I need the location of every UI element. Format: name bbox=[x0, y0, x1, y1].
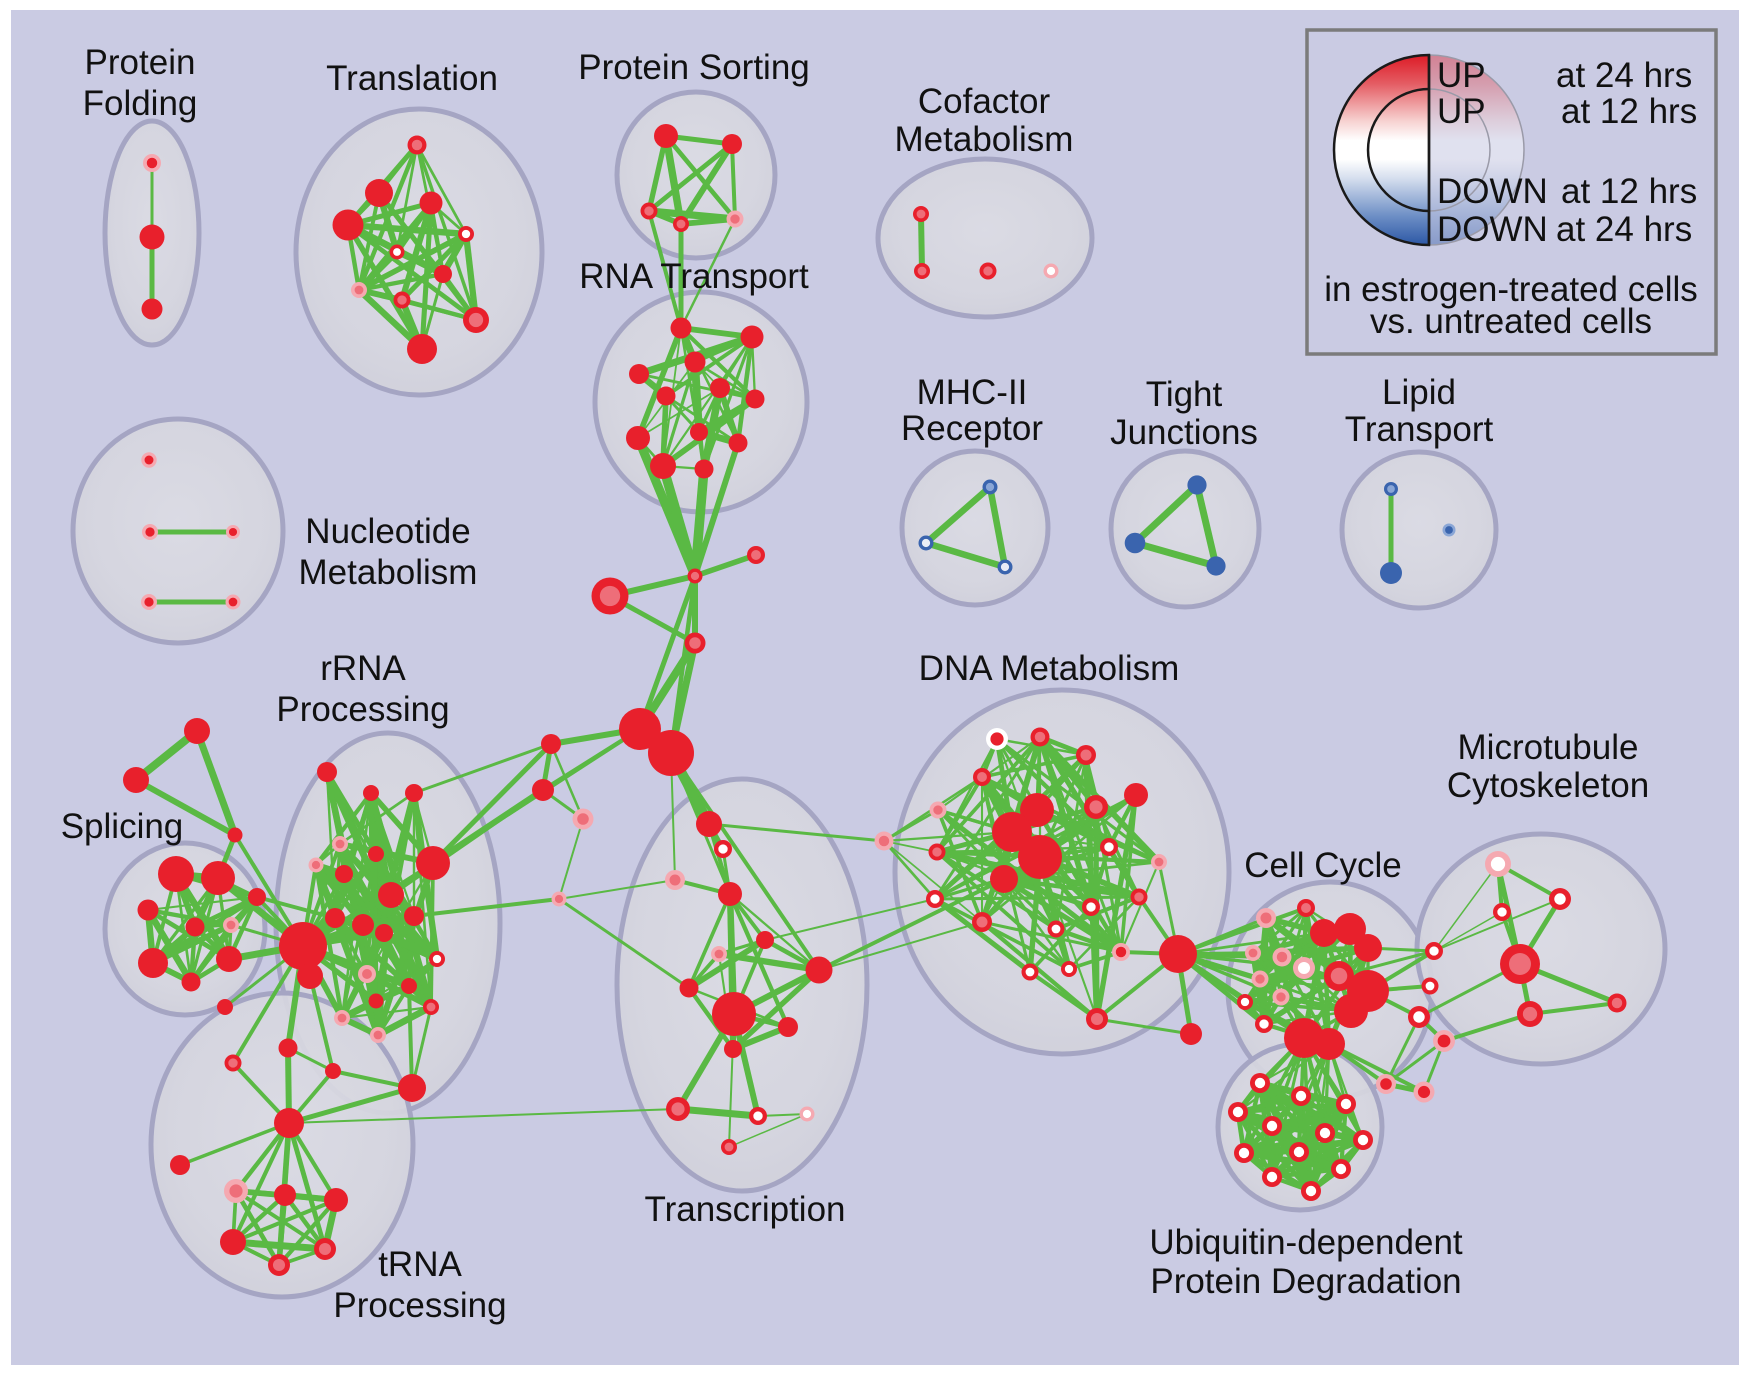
svg-text:Processing: Processing bbox=[333, 1286, 506, 1325]
svg-text:Metabolism: Metabolism bbox=[895, 120, 1074, 159]
svg-text:DOWN: DOWN bbox=[1437, 172, 1548, 211]
svg-text:at 12 hrs: at 12 hrs bbox=[1561, 172, 1697, 211]
svg-text:vs. untreated cells: vs. untreated cells bbox=[1370, 302, 1652, 341]
svg-text:Cell Cycle: Cell Cycle bbox=[1244, 846, 1402, 885]
svg-text:Processing: Processing bbox=[276, 690, 449, 729]
svg-text:Nucleotide: Nucleotide bbox=[305, 512, 470, 551]
svg-text:at 24 hrs: at 24 hrs bbox=[1556, 210, 1692, 249]
svg-text:Junctions: Junctions bbox=[1110, 413, 1258, 452]
svg-text:Translation: Translation bbox=[326, 59, 498, 98]
svg-text:Protein Degradation: Protein Degradation bbox=[1150, 1262, 1461, 1301]
svg-text:Protein: Protein bbox=[85, 43, 196, 82]
svg-text:Microtubule: Microtubule bbox=[1458, 728, 1639, 767]
svg-text:in estrogen-treated cells: in estrogen-treated cells bbox=[1324, 270, 1698, 309]
svg-text:rRNA: rRNA bbox=[320, 649, 406, 688]
svg-text:Receptor: Receptor bbox=[901, 409, 1043, 448]
svg-text:Transport: Transport bbox=[1345, 410, 1494, 449]
svg-text:Cytoskeleton: Cytoskeleton bbox=[1447, 766, 1649, 805]
svg-text:Lipid: Lipid bbox=[1382, 373, 1456, 412]
svg-text:RNA Transport: RNA Transport bbox=[579, 257, 809, 296]
svg-text:Transcription: Transcription bbox=[645, 1190, 846, 1229]
svg-text:MHC-II: MHC-II bbox=[917, 373, 1028, 412]
svg-text:at 12 hrs: at 12 hrs bbox=[1561, 92, 1697, 131]
svg-text:Metabolism: Metabolism bbox=[299, 553, 478, 592]
svg-text:Splicing: Splicing bbox=[61, 807, 184, 846]
svg-text:Cofactor: Cofactor bbox=[918, 82, 1051, 121]
svg-text:Ubiquitin-dependent: Ubiquitin-dependent bbox=[1149, 1223, 1463, 1262]
svg-text:Protein Sorting: Protein Sorting bbox=[578, 48, 810, 87]
svg-text:UP: UP bbox=[1437, 56, 1486, 95]
svg-text:DNA Metabolism: DNA Metabolism bbox=[919, 649, 1180, 688]
svg-text:DOWN: DOWN bbox=[1437, 210, 1548, 249]
svg-text:Tight: Tight bbox=[1146, 375, 1223, 414]
svg-text:UP: UP bbox=[1437, 92, 1486, 131]
svg-text:at 24 hrs: at 24 hrs bbox=[1556, 56, 1692, 95]
svg-text:tRNA: tRNA bbox=[378, 1245, 462, 1284]
svg-text:Folding: Folding bbox=[83, 84, 198, 123]
